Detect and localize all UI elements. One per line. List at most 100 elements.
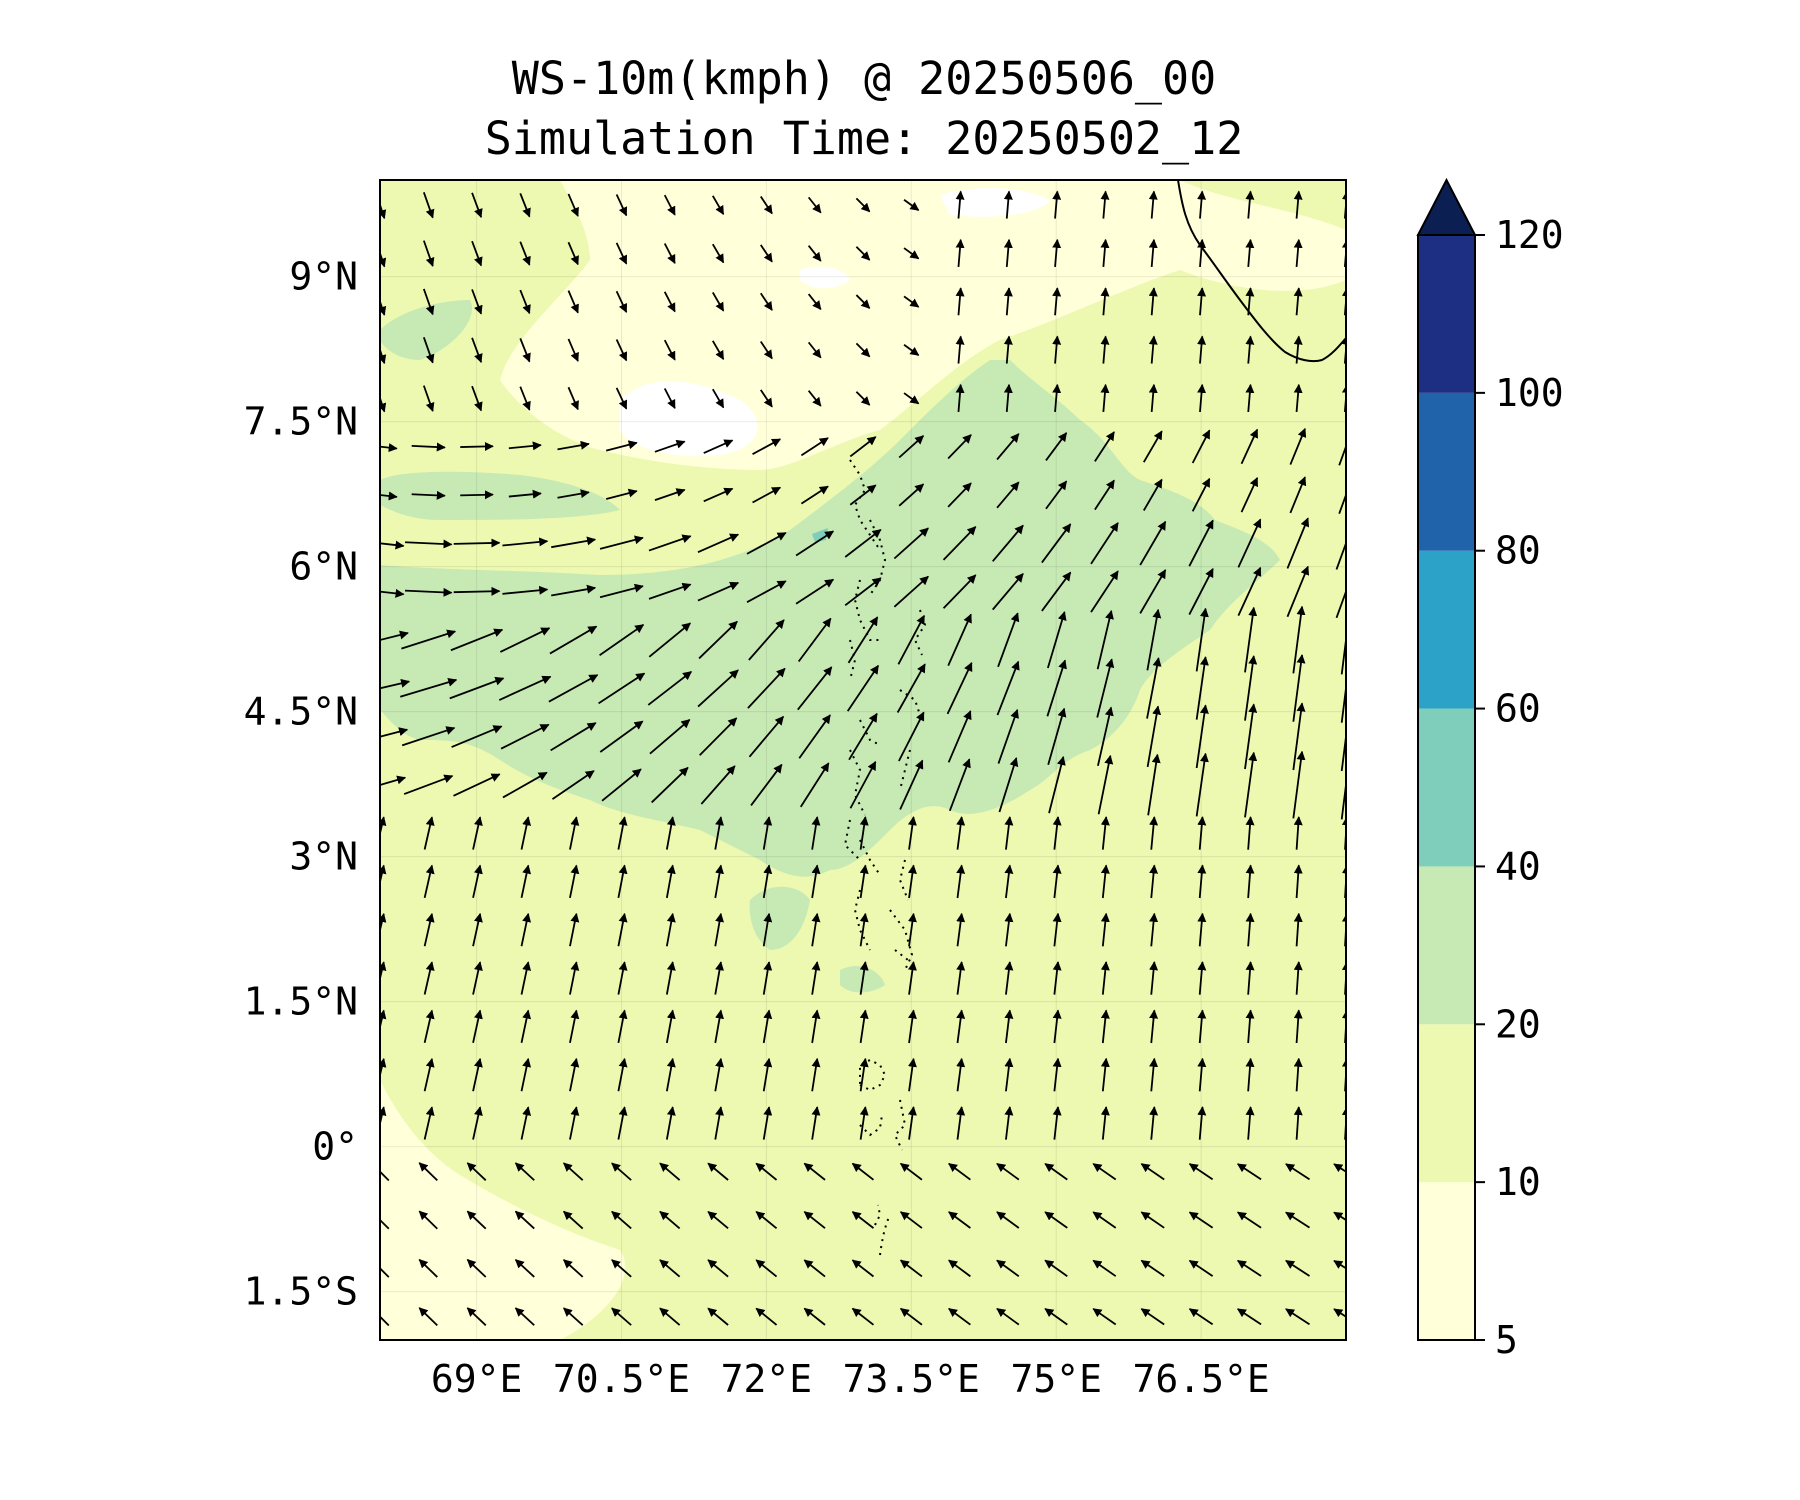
wind-vector-arrow (946, 662, 973, 715)
wind-vector-arrow (665, 816, 676, 850)
wind-vector-arrow (800, 485, 829, 505)
wind-vector-arrow (567, 193, 579, 217)
wind-vector-arrow (1149, 1057, 1159, 1092)
wind-vector-arrow (797, 666, 833, 711)
wind-vector-arrow (418, 1210, 438, 1230)
wind-vector-arrow (617, 816, 628, 850)
wind-vector-arrow (1100, 1009, 1110, 1044)
wind-vector-arrow (380, 491, 398, 501)
wind-vector-arrow (907, 912, 917, 947)
wind-vector-arrow (1245, 190, 1255, 219)
wind-vector-arrow (663, 339, 676, 361)
wind-vector-arrow (563, 1210, 584, 1230)
wind-vector-arrow (422, 288, 435, 316)
wind-vector-arrow (848, 712, 878, 761)
wind-vector-arrow (418, 1307, 438, 1327)
wind-vector-arrow (897, 614, 926, 665)
wind-vector-arrow (1003, 238, 1013, 267)
latitude-tick-label: 3°N (289, 835, 358, 879)
wind-vector-arrow (893, 527, 929, 560)
wind-vector-arrow (807, 245, 822, 262)
wind-vector-arrow (466, 1259, 487, 1278)
wind-vector-arrow (451, 725, 503, 748)
wind-vector-arrow (617, 912, 628, 947)
map-plot-area (380, 180, 1346, 1340)
wind-vector-arrow (750, 763, 783, 807)
wind-vector-arrow (697, 581, 740, 602)
wind-vector-arrow (647, 671, 693, 706)
wind-vector-arrow (1097, 754, 1114, 815)
wind-vector-arrow (942, 526, 977, 561)
wind-vector-arrow (907, 1106, 917, 1140)
wind-vector-arrow (1044, 1211, 1068, 1229)
wind-vector-arrow (471, 289, 483, 315)
wind-vector-arrow (449, 676, 505, 700)
wind-vector-arrow (755, 1211, 778, 1229)
wind-vector-arrow (1052, 287, 1062, 316)
longitude-tick-label: 70.5°E (553, 1357, 690, 1401)
wind-vector-arrow (760, 341, 773, 360)
latitude-tick-label: 1.5°S (244, 1270, 358, 1314)
wind-vector-arrow (707, 1162, 729, 1181)
wind-vector-arrow (563, 1259, 584, 1278)
wind-vector-arrow (1338, 475, 1346, 514)
wind-vector-arrow (471, 385, 483, 412)
wind-vector-arrow (762, 816, 773, 850)
wind-vector-arrow (752, 486, 782, 504)
wind-vector-arrow (1293, 335, 1303, 364)
lat-lon-gridlines (380, 180, 1346, 1340)
wind-vector-arrow (567, 338, 579, 362)
colorbar-tick-label: 20 (1495, 1002, 1541, 1046)
wind-vector-arrow (380, 775, 407, 786)
wind-vector-arrow (654, 488, 686, 502)
wind-vector-arrow (1245, 1057, 1255, 1092)
wind-vector-arrow (472, 864, 483, 899)
wind-vector-arrow (996, 1307, 1020, 1326)
wind-vector-arrow (1092, 1211, 1117, 1229)
wind-vector-arrow (997, 708, 1019, 764)
india-coastline (1177, 180, 1346, 363)
wind-vector-arrow (380, 816, 387, 838)
wind-vector-arrow (1004, 1106, 1014, 1140)
wind-vector-arrow (611, 1307, 632, 1326)
wind-vector-arrow (955, 238, 965, 267)
wind-vector-arrow (1100, 1057, 1110, 1092)
wind-vector-arrow (698, 620, 738, 660)
wind-vector-arrow (1149, 1106, 1159, 1140)
wind-vector-arrow (1188, 1308, 1214, 1326)
wind-vector-arrow (611, 1259, 632, 1278)
wind-vector-arrow (760, 292, 773, 311)
wind-vector-arrow (762, 1009, 773, 1044)
wind-vector-arrow (1188, 519, 1214, 567)
colorbar-segment (1418, 550, 1475, 709)
wind-vector-arrow (996, 433, 1020, 461)
colorbar-segment (1418, 708, 1475, 867)
wind-vector-arrow (1004, 1009, 1014, 1044)
wind-vector-arrow (859, 961, 869, 995)
wind-vector-arrow (611, 1162, 632, 1181)
wind-vector-arrow (422, 191, 435, 219)
wind-vector-arrow (711, 243, 725, 264)
wind-vector-arrow (955, 190, 965, 219)
wind-vector-arrow (907, 864, 917, 899)
wind-vector-arrow (755, 1162, 778, 1181)
colorbar-tick-label: 100 (1495, 371, 1564, 415)
wind-vector-arrow (605, 440, 638, 452)
wind-vector-arrow (423, 1106, 435, 1140)
wind-vector-arrow (665, 1057, 676, 1092)
colorbar-segment (1418, 235, 1475, 393)
wind-vector-arrow (1244, 751, 1258, 818)
wind-vector-arrow (947, 434, 972, 460)
wind-vector-arrow (615, 194, 628, 217)
wind-vector-arrow (707, 1210, 729, 1230)
wind-vector-arrow (472, 1057, 483, 1092)
wind-vector-arrow (1338, 427, 1346, 466)
jet-southern-blob (749, 886, 810, 950)
wind-vector-arrow (1333, 1211, 1346, 1222)
wind-vector-arrow (1143, 430, 1163, 463)
wind-vector-arrow (380, 1009, 387, 1031)
wind-vector-arrow (703, 439, 734, 454)
wind-vector-arrow (404, 587, 453, 597)
wind-vector-arrow (557, 440, 590, 451)
